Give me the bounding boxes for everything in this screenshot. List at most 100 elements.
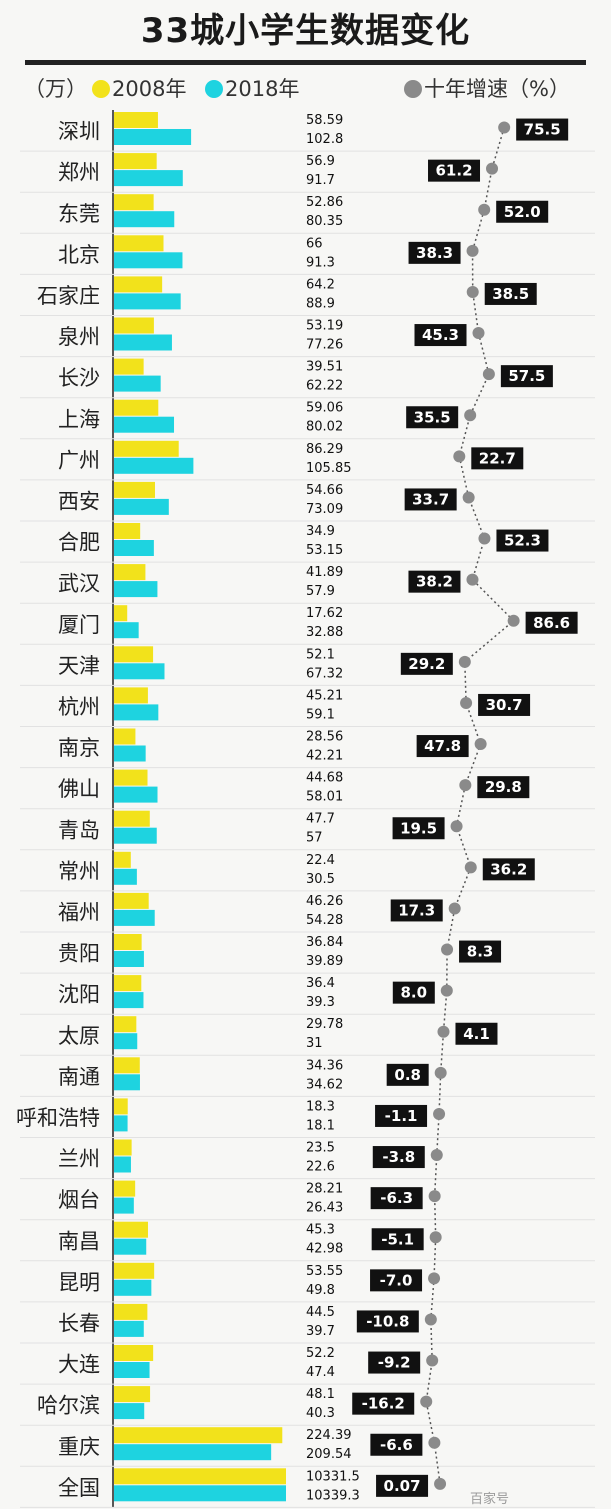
category-label: 太原 — [58, 1024, 100, 1048]
category-label: 全国 — [58, 1476, 100, 1500]
bar-2008 — [114, 112, 158, 128]
bar-2008 — [114, 1427, 283, 1444]
growth-dot — [448, 902, 461, 915]
growth-label-box — [477, 776, 530, 799]
bar-2018 — [114, 581, 158, 598]
value-label-2018: 34.62 — [306, 1077, 343, 1092]
bar-2018 — [114, 170, 183, 187]
category-label: 南通 — [58, 1065, 100, 1089]
growth-label-box — [370, 1269, 423, 1292]
growth-label-box — [386, 1063, 429, 1086]
value-label-2008: 44.68 — [306, 771, 343, 786]
bar-2018 — [114, 1074, 140, 1091]
category-label: 天津 — [58, 654, 100, 678]
category-label: 郑州 — [58, 161, 100, 185]
category-label: 福州 — [58, 900, 100, 924]
value-label-2008: 53.19 — [306, 319, 343, 334]
bar-2018 — [114, 129, 192, 145]
legend-swatch-2018 — [205, 80, 223, 98]
category-label: 哈尔滨 — [37, 1394, 100, 1418]
bar-2018 — [114, 293, 181, 310]
value-label-2008: 10331.5 — [306, 1469, 360, 1484]
growth-label: 36.2 — [490, 860, 527, 878]
value-label-2008: 39.51 — [306, 360, 343, 375]
bar-2018 — [114, 211, 175, 228]
legend-label-growth: 十年增速（%） — [424, 77, 570, 101]
growth-label: -6.3 — [380, 1189, 413, 1207]
growth-label-box — [482, 858, 535, 881]
bar-2008 — [114, 851, 131, 868]
bar-2018 — [114, 1197, 134, 1214]
value-label-2018: 54.28 — [306, 913, 343, 928]
growth-label-box — [370, 1187, 423, 1210]
growth-label-box — [484, 282, 537, 305]
growth-label-box — [375, 1104, 428, 1127]
value-label-2008: 64.2 — [306, 277, 335, 292]
growth-label: 47.8 — [424, 737, 461, 755]
growth-label-box — [428, 159, 481, 182]
growth-dot — [486, 162, 499, 175]
bar-2018 — [114, 498, 169, 515]
bar-2018 — [114, 868, 137, 885]
bar-2008 — [114, 1139, 132, 1156]
bar-2018 — [114, 827, 157, 844]
legend-unit: （万） — [24, 77, 87, 101]
growth-label: 38.2 — [416, 573, 453, 591]
value-label-2008: 45.21 — [306, 688, 343, 703]
bar-2018 — [114, 1115, 128, 1132]
bar-2008 — [114, 892, 149, 909]
value-label-2018: 80.35 — [306, 214, 343, 229]
growth-dot — [458, 655, 471, 668]
value-label-2018: 31 — [306, 1036, 323, 1051]
category-label: 大连 — [58, 1353, 100, 1377]
value-label-2008: 29.78 — [306, 1017, 343, 1032]
category-label: 长沙 — [58, 366, 100, 390]
category-label: 东莞 — [58, 202, 100, 226]
value-label-2008: 34.36 — [306, 1058, 343, 1073]
growth-label-box — [392, 981, 435, 1004]
bar-2008 — [114, 276, 163, 293]
growth-dot — [478, 532, 491, 545]
bar-2018 — [114, 786, 158, 803]
growth-label: 0.07 — [384, 1477, 421, 1495]
value-label-2008: 36.84 — [306, 935, 343, 950]
value-label-2018: 91.7 — [306, 173, 335, 188]
bar-2018 — [114, 457, 194, 474]
growth-label-box — [356, 1310, 419, 1333]
growth-dot — [420, 1395, 433, 1408]
category-label: 泉州 — [58, 325, 100, 349]
growth-label-box — [400, 652, 453, 675]
growth-dot — [428, 1190, 441, 1203]
growth-dot — [453, 450, 466, 463]
value-label-2018: 62.22 — [306, 379, 343, 394]
growth-label-box — [352, 1392, 415, 1415]
growth-dot — [434, 1477, 447, 1490]
category-label: 昆明 — [58, 1270, 100, 1294]
growth-label-box — [371, 1228, 424, 1251]
value-label-2018: 88.9 — [306, 296, 335, 311]
bar-2008 — [114, 605, 128, 622]
value-label-2008: 48.1 — [306, 1387, 335, 1402]
value-label-2018: 39.3 — [306, 995, 335, 1010]
value-label-2018: 39.89 — [306, 954, 343, 969]
growth-dot — [437, 1025, 450, 1038]
growth-dot — [474, 738, 487, 751]
bar-2018 — [114, 1238, 147, 1255]
value-label-2018: 18.1 — [306, 1118, 335, 1133]
bar-2008 — [114, 194, 154, 211]
category-label: 重庆 — [58, 1435, 100, 1459]
growth-dot — [450, 820, 463, 833]
bar-2018 — [114, 1403, 145, 1420]
category-label: 青岛 — [58, 818, 100, 842]
bar-2008 — [114, 1016, 137, 1033]
value-label-2018: 53.15 — [306, 543, 343, 558]
growth-dot — [460, 696, 473, 709]
growth-label: 8.0 — [401, 984, 428, 1002]
legend-item-2018: 2018年 — [205, 74, 299, 104]
category-label: 西安 — [58, 489, 100, 513]
growth-label: 29.8 — [485, 778, 522, 796]
growth-label: 75.5 — [524, 121, 561, 139]
growth-label: -10.8 — [366, 1312, 409, 1330]
growth-label-box — [372, 1146, 425, 1169]
bar-2008 — [114, 687, 148, 704]
